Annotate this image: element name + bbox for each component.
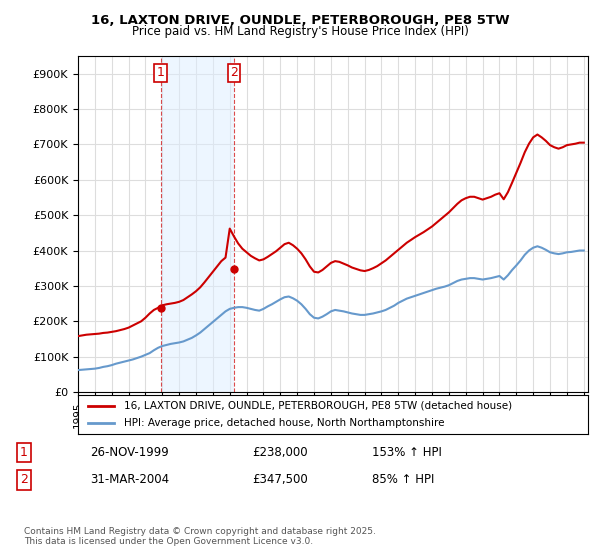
Text: £238,000: £238,000: [252, 446, 308, 459]
Text: Price paid vs. HM Land Registry's House Price Index (HPI): Price paid vs. HM Land Registry's House …: [131, 25, 469, 38]
Text: 1: 1: [20, 446, 28, 459]
Text: HPI: Average price, detached house, North Northamptonshire: HPI: Average price, detached house, Nort…: [124, 418, 445, 428]
Text: 85% ↑ HPI: 85% ↑ HPI: [372, 473, 434, 487]
Text: Contains HM Land Registry data © Crown copyright and database right 2025.
This d: Contains HM Land Registry data © Crown c…: [24, 526, 376, 546]
Text: 31-MAR-2004: 31-MAR-2004: [90, 473, 169, 487]
Text: 16, LAXTON DRIVE, OUNDLE, PETERBOROUGH, PE8 5TW: 16, LAXTON DRIVE, OUNDLE, PETERBOROUGH, …: [91, 14, 509, 27]
Bar: [161, 56, 234, 392]
Text: 2: 2: [20, 473, 28, 487]
Text: 2: 2: [230, 66, 238, 79]
Text: £347,500: £347,500: [252, 473, 308, 487]
Text: 26-NOV-1999: 26-NOV-1999: [90, 446, 169, 459]
Text: 16, LAXTON DRIVE, OUNDLE, PETERBOROUGH, PE8 5TW (detached house): 16, LAXTON DRIVE, OUNDLE, PETERBOROUGH, …: [124, 401, 512, 411]
Text: 153% ↑ HPI: 153% ↑ HPI: [372, 446, 442, 459]
Text: 1: 1: [157, 66, 164, 79]
